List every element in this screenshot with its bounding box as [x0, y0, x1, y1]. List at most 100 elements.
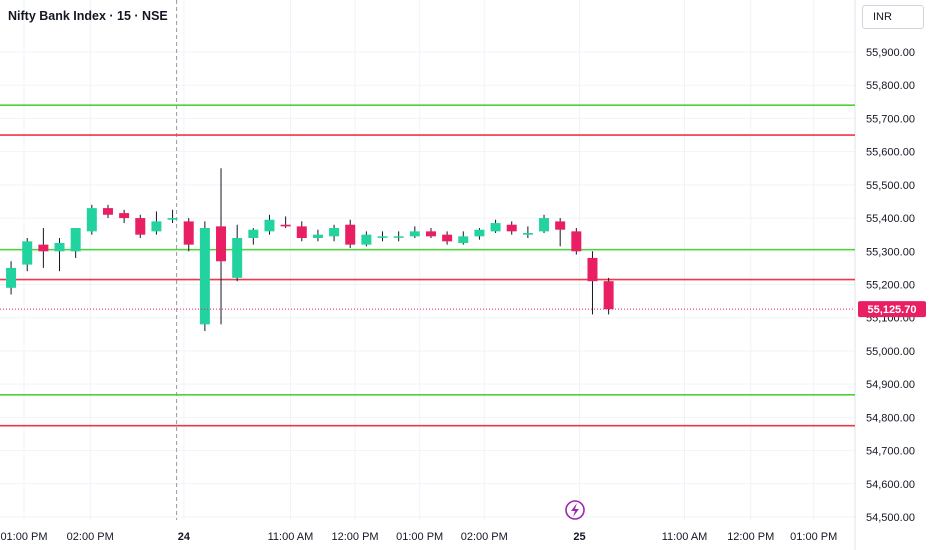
- candle: [522, 226, 533, 238]
- candle: [409, 226, 420, 238]
- candle: [183, 218, 194, 252]
- candle: [86, 204, 97, 235]
- x-tick-label: 11:00 AM: [268, 531, 314, 543]
- x-tick-label: 25: [573, 531, 585, 543]
- candle-body: [329, 228, 340, 237]
- candle: [199, 221, 210, 331]
- y-tick-label: 55,200.00: [866, 280, 915, 292]
- y-tick-label: 54,700.00: [866, 446, 915, 458]
- candle-body: [539, 218, 550, 232]
- candle: [587, 251, 598, 315]
- candle-body: [167, 218, 178, 220]
- candle: [216, 168, 227, 325]
- candle-body: [555, 221, 566, 230]
- candle-body: [393, 236, 404, 238]
- candle: [377, 231, 388, 242]
- candle: [425, 228, 436, 238]
- candle: [442, 231, 453, 245]
- candle: [54, 238, 65, 272]
- candle-body: [232, 238, 243, 278]
- x-tick-label: 02:00 PM: [67, 531, 114, 543]
- candle-body: [474, 229, 485, 237]
- event-markers: [565, 500, 585, 520]
- candle: [38, 228, 49, 268]
- candle-body: [458, 236, 469, 243]
- horizontal-levels: [0, 104, 855, 427]
- x-tick-label: 01:00 PM: [0, 531, 47, 543]
- candle-body: [361, 234, 372, 245]
- candles: [6, 168, 614, 331]
- candle-body: [119, 213, 130, 219]
- candle: [506, 221, 517, 235]
- y-tick-label: 55,700.00: [866, 113, 915, 125]
- time-axis[interactable]: 01:00 PM 02:00 PM 24 11:00 AM 12:00 PM 01:00 …: [0, 531, 837, 543]
- candle: [135, 214, 146, 238]
- candle-body: [280, 224, 291, 227]
- candle-body: [151, 221, 162, 232]
- currency-button[interactable]: INR: [862, 5, 924, 29]
- y-tick-label: 54,500.00: [866, 512, 915, 524]
- candle-body: [264, 219, 275, 232]
- chart-grid: [0, 0, 856, 550]
- candle: [539, 214, 550, 234]
- candle-body: [571, 231, 582, 252]
- candle: [555, 218, 566, 247]
- candle: [6, 261, 17, 295]
- price-axis[interactable]: 54,500.00 54,600.00 54,700.00 54,800.00 54,9…: [866, 47, 915, 524]
- candle-body: [248, 229, 259, 238]
- x-tick-label: 12:00 PM: [727, 531, 774, 543]
- y-tick-label: 55,600.00: [866, 147, 915, 159]
- candle-body: [587, 257, 598, 282]
- y-tick-label: 55,000.00: [866, 346, 915, 358]
- candle: [361, 231, 372, 247]
- candle-body: [425, 231, 436, 237]
- candle: [70, 228, 81, 258]
- candle-body: [70, 228, 81, 252]
- candle-body: [216, 226, 227, 262]
- x-tick-label: 24: [178, 531, 191, 543]
- candle: [490, 219, 501, 234]
- y-tick-label: 54,600.00: [866, 479, 915, 491]
- candle-body: [442, 234, 453, 242]
- last-price-badge: [858, 301, 926, 318]
- y-tick-label: 54,900.00: [866, 379, 915, 391]
- y-tick-label: 55,400.00: [866, 213, 915, 225]
- candle: [296, 221, 307, 242]
- candle: [102, 204, 113, 219]
- candle: [22, 238, 33, 272]
- candle-body: [603, 281, 614, 310]
- candle: [345, 219, 356, 248]
- candle-body: [6, 267, 17, 288]
- candle-body: [506, 224, 517, 232]
- x-tick-label: 01:00 PM: [396, 531, 443, 543]
- candle-body: [183, 221, 194, 245]
- chart-title: Nifty Bank Index · 15 · NSE: [8, 9, 168, 23]
- candle-body: [54, 242, 65, 252]
- candle-body: [409, 231, 420, 237]
- candle-body: [312, 234, 323, 238]
- candle: [232, 224, 243, 282]
- y-tick-label: 55,800.00: [866, 80, 915, 92]
- lightning-event-icon[interactable]: [565, 500, 585, 520]
- y-tick-label: 55,500.00: [866, 180, 915, 192]
- candle-body: [102, 208, 113, 215]
- candle-body: [490, 223, 501, 232]
- candle-body: [345, 224, 356, 245]
- candle-body: [522, 233, 533, 235]
- candle-body: [38, 244, 49, 252]
- candle: [329, 224, 340, 242]
- candle: [151, 211, 162, 235]
- last-price-tag: 55,125.70: [0, 301, 926, 318]
- y-tick-label: 55,300.00: [866, 246, 915, 258]
- candle: [458, 231, 469, 245]
- x-tick-label: 02:00 PM: [461, 531, 508, 543]
- y-tick-label: 55,900.00: [866, 47, 915, 59]
- candle: [280, 216, 291, 229]
- candle-body: [377, 236, 388, 238]
- candle: [248, 228, 259, 245]
- candle: [264, 214, 275, 235]
- candle: [474, 228, 485, 240]
- y-tick-label: 54,800.00: [866, 412, 915, 424]
- candle-body: [135, 218, 146, 235]
